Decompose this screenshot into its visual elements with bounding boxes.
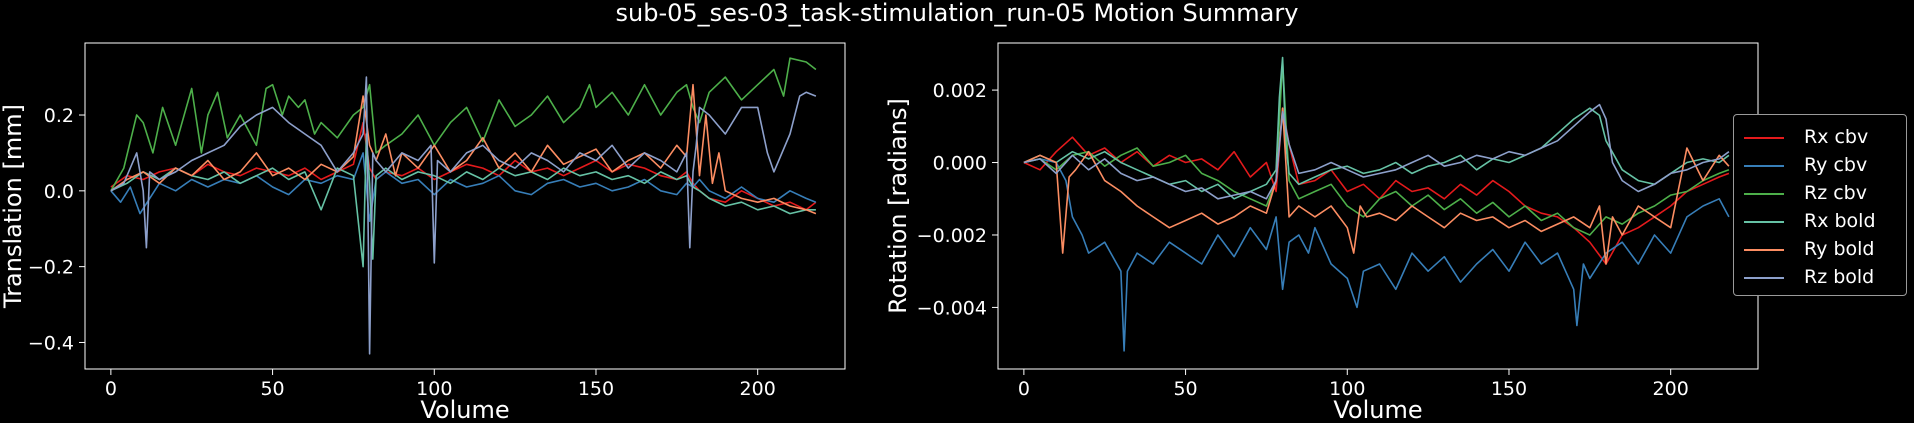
legend-swatch <box>1744 137 1784 139</box>
legend-label: Rz bold <box>1804 266 1875 288</box>
x-tick-label: 100 <box>1329 378 1365 400</box>
series-line <box>110 152 817 222</box>
y-axis-label: Rotation [radians] <box>884 98 912 314</box>
legend-swatch <box>1744 193 1784 195</box>
x-tick-label: 150 <box>1491 378 1527 400</box>
legend-label: Ry cbv <box>1804 154 1868 176</box>
legend-swatch <box>1744 165 1784 167</box>
rotation-axes: 0 50 100 150 200 −0.004 −0.002 0.000 0.002 Volume… <box>884 42 1759 423</box>
legend-swatch <box>1744 249 1784 251</box>
x-tick-label: 0 <box>1018 378 1030 400</box>
series-line <box>110 133 816 268</box>
x-tick-label: 50 <box>260 378 284 400</box>
translation-axes: 0 50 100 150 200 −0.4 −0.2 0.0 0.2 Volume Translat… <box>0 42 846 423</box>
legend-swatch <box>1744 221 1784 223</box>
series-line <box>1023 107 1730 265</box>
legend-label: Ry bold <box>1804 238 1875 260</box>
y-tick-label: 0.2 <box>44 105 74 127</box>
legend-label: Rz cbv <box>1804 182 1867 204</box>
y-tick-label: −0.002 <box>917 225 987 247</box>
series-line <box>1023 103 1730 200</box>
x-tick-label: 100 <box>416 378 452 400</box>
figure-title: sub-05_ses-03_task-stimulation_run-05 Mo… <box>615 0 1299 27</box>
y-tick-label: −0.004 <box>917 297 987 319</box>
x-tick-label: 50 <box>1173 378 1197 400</box>
legend-item: Rx cbv <box>1742 124 1902 152</box>
x-axis-label: Volume <box>1333 396 1422 423</box>
legend-item: Rz bold <box>1742 264 1902 292</box>
x-axis-label: Volume <box>420 396 509 423</box>
x-tick-label: 0 <box>105 378 117 400</box>
y-tick-label: 0.0 <box>44 181 74 203</box>
y-tick-label: 0.002 <box>933 80 987 102</box>
legend-label: Rx bold <box>1804 210 1876 232</box>
legend-swatch <box>1744 277 1784 279</box>
x-tick-label: 150 <box>578 378 614 400</box>
plot-frame <box>997 42 1759 370</box>
y-tick-label: −0.4 <box>28 332 74 354</box>
legend-item: Ry bold <box>1742 236 1902 264</box>
plot-frame <box>84 42 846 370</box>
series-line <box>1023 60 1730 236</box>
y-tick-label: 0.000 <box>933 153 987 175</box>
x-tick-label: 200 <box>1653 378 1689 400</box>
legend-item: Rx bold <box>1742 208 1902 236</box>
y-tick-label: −0.2 <box>28 257 74 279</box>
series-line <box>110 76 817 355</box>
series-line <box>1023 107 1730 265</box>
x-tick-label: 200 <box>740 378 776 400</box>
legend-item: Ry cbv <box>1742 152 1902 180</box>
legend-item: Rz cbv <box>1742 180 1902 208</box>
series-line <box>1023 158 1730 352</box>
legend: Rx cbv Ry cbv Rz cbv Rx bold Ry bold Rz … <box>1733 114 1907 296</box>
legend-label: Rx cbv <box>1804 126 1869 148</box>
y-axis-label: Translation [mm] <box>0 104 27 309</box>
